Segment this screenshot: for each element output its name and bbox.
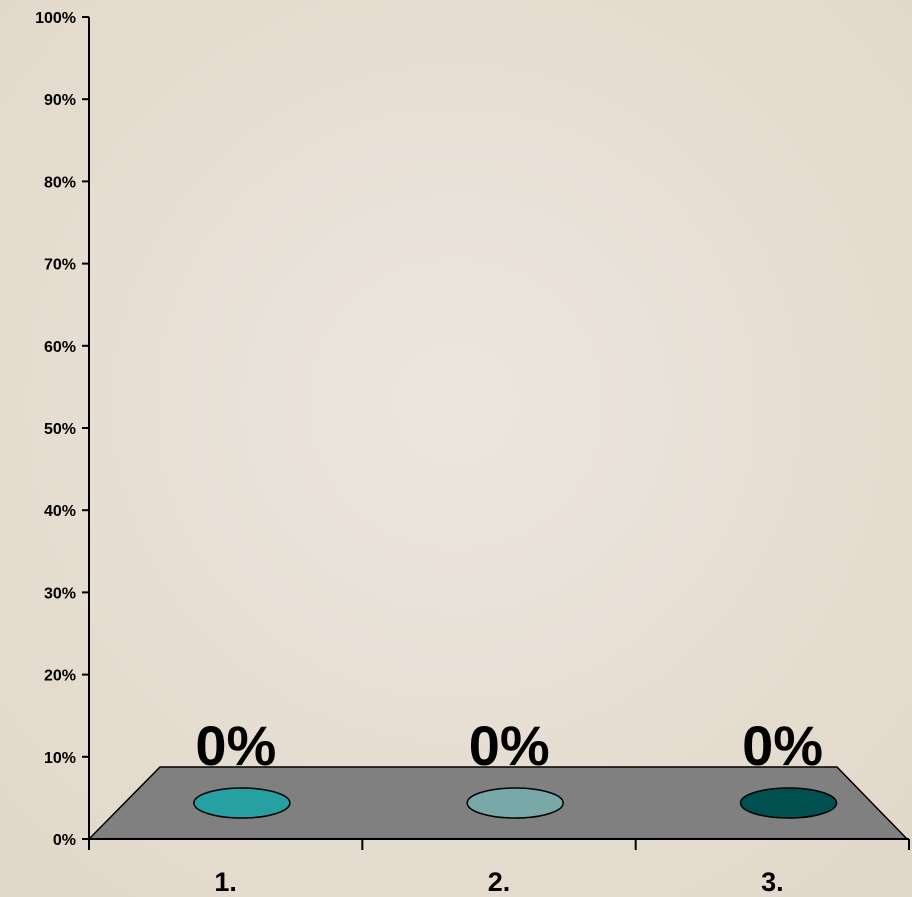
y-tick-label: 30% — [44, 585, 76, 602]
y-tick-label: 20% — [44, 668, 76, 685]
y-tick-label: 100% — [35, 10, 76, 27]
y-tick-label: 70% — [44, 257, 76, 274]
data-label: 0% — [742, 714, 823, 777]
data-label: 0% — [469, 714, 550, 777]
x-category-label: 2. — [488, 867, 511, 897]
y-tick-label: 10% — [44, 750, 76, 767]
y-tick-label: 80% — [44, 174, 76, 191]
y-tick-label: 60% — [44, 339, 76, 356]
bar — [193, 787, 291, 819]
y-tick-label: 90% — [44, 92, 76, 109]
x-category-label: 3. — [761, 867, 784, 897]
y-tick-label: 0% — [53, 832, 76, 849]
y-tick-label: 50% — [44, 421, 76, 438]
x-category-label: 1. — [214, 867, 237, 897]
data-label: 0% — [195, 714, 276, 777]
y-tick-label: 40% — [44, 503, 76, 520]
bar — [739, 787, 838, 819]
bar — [466, 787, 564, 819]
